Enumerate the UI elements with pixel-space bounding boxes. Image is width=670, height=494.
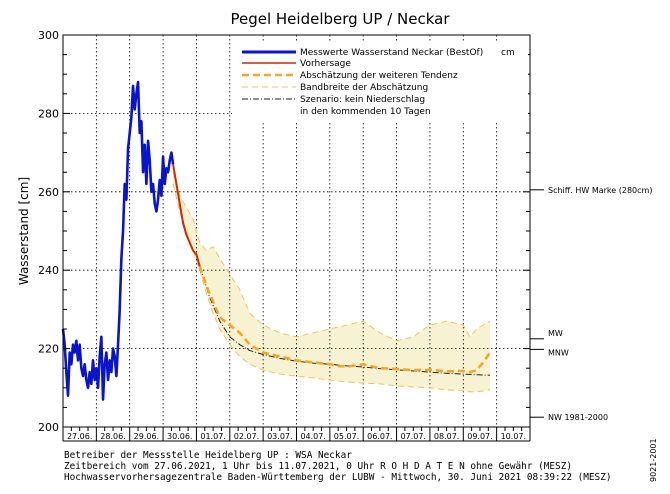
legend-trend-label: Abschätzung der weiteren Tendenz bbox=[300, 71, 458, 81]
footer-center: Hochwasservorhersagezentrale Baden-Württ… bbox=[64, 472, 612, 483]
x-tick-label: 08.07. bbox=[434, 432, 459, 441]
y-tick-label: 200 bbox=[38, 421, 59, 434]
footer-operator: Betreiber der Messstelle Heidelberg UP :… bbox=[64, 450, 352, 461]
x-tick-label: 03.07. bbox=[267, 432, 292, 441]
legend-measured-label: Messwerte Wasserstand Neckar (BestOf) bbox=[300, 48, 483, 58]
x-tick-label: 09.07. bbox=[467, 432, 492, 441]
y-tick-label: 260 bbox=[38, 186, 59, 199]
x-tick-label: 05.07. bbox=[334, 432, 359, 441]
y-tick-label: 300 bbox=[38, 29, 59, 42]
chart-title: Pegel Heidelberg UP / Neckar bbox=[230, 10, 450, 28]
x-tick-label: 06.07. bbox=[367, 432, 392, 441]
reference-label: Schiff. HW Marke (280cm) bbox=[548, 186, 652, 195]
band-upper-line bbox=[172, 172, 491, 342]
legend-background bbox=[232, 43, 528, 123]
series-layer bbox=[61, 80, 492, 401]
scenario-line bbox=[199, 266, 490, 376]
band-layer bbox=[173, 172, 490, 392]
reference-label: NW 1981-2000 bbox=[548, 413, 608, 422]
reference-label: MNW bbox=[548, 348, 569, 357]
x-tick-label: 29.06. bbox=[134, 432, 159, 441]
trend-line bbox=[198, 265, 492, 374]
band-lower-line bbox=[172, 183, 491, 393]
forecast-line bbox=[172, 164, 201, 267]
reference-labels: Schiff. HW Marke (280cm) MW MNW NW 1981-200… bbox=[530, 186, 652, 422]
y-tick-label: 240 bbox=[38, 264, 59, 277]
footer-timerange: Zeitbereich vom 27.06.2021, 1 Uhr bis 11… bbox=[64, 461, 572, 472]
x-tick-label: 02.07. bbox=[234, 432, 259, 441]
legend-scenario-label-2: in den kommenden 10 Tagen bbox=[300, 107, 431, 117]
y-axis: 200 220 240 260 280 300 bbox=[38, 29, 530, 434]
y-axis-label: Wasserstand [cm] bbox=[17, 177, 31, 285]
x-tick-label: 10.07. bbox=[501, 432, 526, 441]
band-area bbox=[173, 172, 490, 392]
x-tick-label: 28.06. bbox=[100, 432, 125, 441]
legend: Messwerte Wasserstand Neckar (BestOf) cm… bbox=[232, 43, 528, 123]
reference-label: MW bbox=[548, 329, 563, 338]
x-tick-label: 27.06. bbox=[67, 432, 92, 441]
measured-line bbox=[61, 80, 175, 401]
legend-forecast-label: Vorhersage bbox=[300, 59, 351, 69]
y-tick-label: 280 bbox=[38, 107, 59, 120]
x-tick-label: 07.07. bbox=[401, 432, 426, 441]
legend-scenario-label-1: Szenario: kein Niederschlag bbox=[300, 95, 425, 105]
legend-band-label: Bandbreite der Abschätzung bbox=[300, 83, 428, 93]
x-tick-label: 04.07. bbox=[300, 432, 325, 441]
footer-code: 9021-2001 bbox=[649, 438, 658, 482]
legend-measured-unit: cm bbox=[501, 48, 515, 58]
x-tick-label: 01.07. bbox=[200, 432, 225, 441]
y-tick-label: 220 bbox=[38, 343, 59, 356]
x-axis: 27.06. 28.06. 29.06. 30.06. 01.07. 02.07. 03.0… bbox=[62, 427, 531, 442]
x-tick-label: 30.06. bbox=[167, 432, 192, 441]
